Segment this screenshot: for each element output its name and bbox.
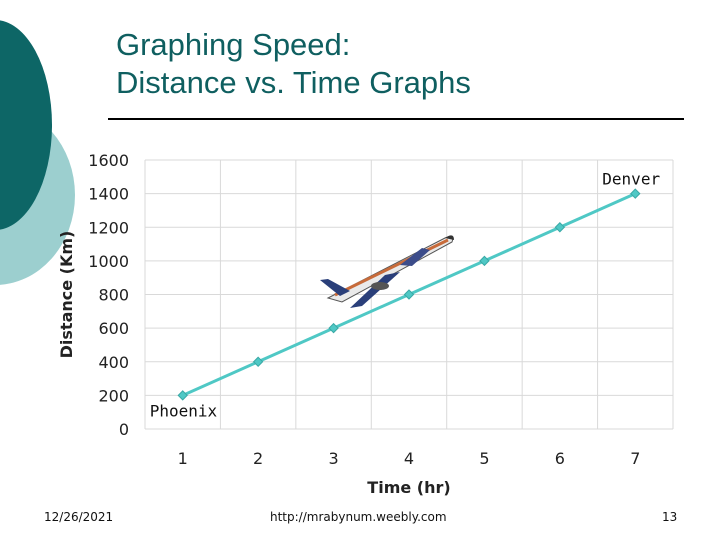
decorative-circles <box>0 20 75 285</box>
data-point <box>554 222 566 233</box>
y-tick-label: 1200 <box>88 218 129 237</box>
x-tick-label: 7 <box>630 449 640 468</box>
data-point <box>630 188 641 199</box>
annotation-phoenix: Phoenix <box>150 401 218 420</box>
title-divider <box>108 118 684 120</box>
y-axis-title: Distance (Km) <box>57 231 76 359</box>
distance-time-chart: 0 200 400 600 800 1000 1200 1400 1600 1 2 3 4 5 6 7 Ph… <box>57 151 674 497</box>
deco-dark-circle <box>0 20 52 230</box>
data-point <box>403 289 415 300</box>
data-points <box>177 188 641 401</box>
y-tick-label: 0 <box>119 420 129 439</box>
x-tick-label: 1 <box>178 449 188 468</box>
data-point <box>479 255 490 267</box>
airplane-icon <box>320 235 454 308</box>
x-tick-label: 3 <box>328 449 338 468</box>
y-tick-label: 200 <box>98 386 129 405</box>
data-point <box>252 356 264 367</box>
y-tick-label: 400 <box>98 353 129 372</box>
y-tick-label: 1600 <box>88 151 129 170</box>
footer-date: 12/26/2021 <box>44 510 114 524</box>
footer-url: http://mrabynum.weebly.com <box>270 510 447 524</box>
footer-page-number: 13 <box>662 510 678 524</box>
x-tick-label: 4 <box>404 449 414 468</box>
slide-title: Graphing Speed: Distance vs. Time Graphs <box>116 26 676 102</box>
y-tick-labels: 0 200 400 600 800 1000 1200 1400 1600 <box>88 151 129 439</box>
y-tick-label: 1400 <box>88 185 129 204</box>
x-tick-labels: 1 2 3 4 5 6 7 <box>178 449 641 468</box>
y-tick-label: 600 <box>98 319 129 338</box>
x-tick-label: 6 <box>555 449 565 468</box>
x-tick-label: 5 <box>479 449 489 468</box>
x-tick-label: 2 <box>253 449 263 468</box>
chart-grid <box>144 159 674 430</box>
data-point <box>177 390 188 401</box>
data-point <box>328 322 339 334</box>
y-tick-label: 800 <box>98 286 129 305</box>
y-tick-label: 1000 <box>88 252 129 271</box>
x-axis-title: Time (hr) <box>367 478 450 497</box>
title-line-1: Graphing Speed: <box>116 27 351 62</box>
title-line-2: Distance vs. Time Graphs <box>116 65 471 100</box>
annotation-denver: Denver <box>602 170 660 189</box>
